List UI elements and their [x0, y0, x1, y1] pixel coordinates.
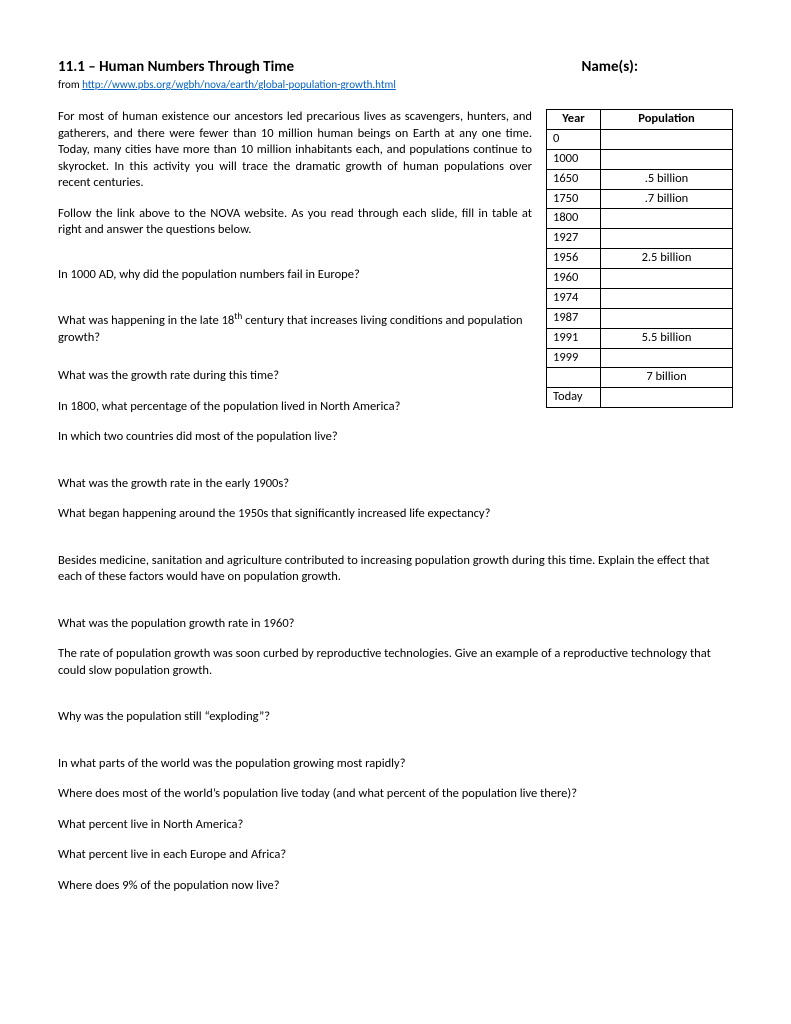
table-row: 1999: [547, 348, 733, 368]
question: Why was the population still “exploding”…: [58, 709, 733, 726]
table-row: 1987: [547, 308, 733, 328]
worksheet-page: 11.1 – Human Numbers Through Time Name(s…: [0, 0, 791, 1024]
table-row: 7 billion: [547, 368, 733, 388]
question: What was the population growth rate in 1…: [58, 616, 733, 633]
question: What percent live in North America?: [58, 817, 733, 834]
col-year: Year: [547, 110, 601, 130]
question: Where does 9% of the population now live…: [58, 878, 733, 895]
question: In which two countries did most of the p…: [58, 429, 733, 446]
source-link[interactable]: http://www.pbs.org/wgbh/nova/earth/globa…: [82, 78, 396, 91]
question: The rate of population growth was soon c…: [58, 646, 733, 679]
source-prefix: from: [58, 78, 82, 91]
table-row: 0: [547, 129, 733, 149]
question: What percent live in each Europe and Afr…: [58, 847, 733, 864]
question: In what parts of the world was the popul…: [58, 756, 733, 773]
names-label: Name(s):: [581, 58, 733, 76]
header-row: 11.1 – Human Numbers Through Time Name(s…: [58, 58, 733, 76]
table-row: 1650.5 billion: [547, 169, 733, 189]
table-row: 19915.5 billion: [547, 328, 733, 348]
population-table: Year Population 0 1000 1650.5 billion 17…: [546, 109, 733, 408]
table-row: 1000: [547, 149, 733, 169]
table-row: Today: [547, 388, 733, 408]
table-row: 1974: [547, 288, 733, 308]
table-row: 1800: [547, 209, 733, 229]
page-title: 11.1 – Human Numbers Through Time: [58, 58, 294, 76]
question: Besides medicine, sanitation and agricul…: [58, 553, 733, 586]
col-population: Population: [601, 110, 733, 130]
table-row: 19562.5 billion: [547, 249, 733, 269]
table-row: 1927: [547, 229, 733, 249]
table-body: 0 1000 1650.5 billion 1750.7 billion 180…: [547, 129, 733, 407]
table-row: 1960: [547, 269, 733, 289]
table-row: 1750.7 billion: [547, 189, 733, 209]
source-line: from http://www.pbs.org/wgbh/nova/earth/…: [58, 78, 733, 91]
question: What was the growth rate in the early 19…: [58, 476, 733, 493]
table-header-row: Year Population: [547, 110, 733, 130]
question: Where does most of the world’s populatio…: [58, 786, 733, 803]
question: What began happening around the 1950s th…: [58, 506, 733, 523]
content-area: Year Population 0 1000 1650.5 billion 17…: [58, 109, 733, 908]
